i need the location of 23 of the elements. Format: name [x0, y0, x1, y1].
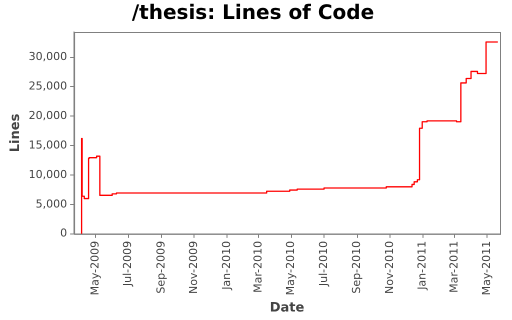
x-tick-label: Jul-2010	[316, 240, 330, 288]
x-tick-label: Mar-2011	[447, 240, 460, 293]
x-axis-title: Date	[270, 300, 305, 316]
x-tick-label: Jan-2010	[220, 240, 233, 291]
x-tick-label: Nov-2010	[382, 240, 396, 294]
y-axis-title: Lines	[8, 113, 24, 152]
x-tick-label: Sep-2009	[154, 240, 168, 294]
x-tick-label: Sep-2010	[350, 240, 364, 294]
x-tick-label: Jul-2009	[121, 240, 134, 288]
y-tick-label: 10,000	[28, 168, 68, 181]
x-tick-label: May-2009	[88, 240, 102, 296]
x-tick-label: Jan-2011	[416, 240, 429, 291]
x-tick-label: May-2010	[284, 240, 298, 296]
y-tick-label: 30,000	[28, 50, 68, 64]
y-tick-label: 5,000	[36, 197, 68, 210]
chart-title: /thesis: Lines of Code	[132, 0, 374, 24]
x-tick-label: May-2011	[480, 240, 493, 296]
y-tick-label: 20,000	[28, 109, 68, 122]
x-tick-label: Mar-2010	[251, 240, 264, 293]
y-tick-label: 15,000	[28, 138, 68, 152]
y-tick-label: 25,000	[28, 80, 68, 93]
y-tick-label: 0	[60, 226, 68, 240]
x-tick-label: Nov-2009	[187, 240, 200, 294]
